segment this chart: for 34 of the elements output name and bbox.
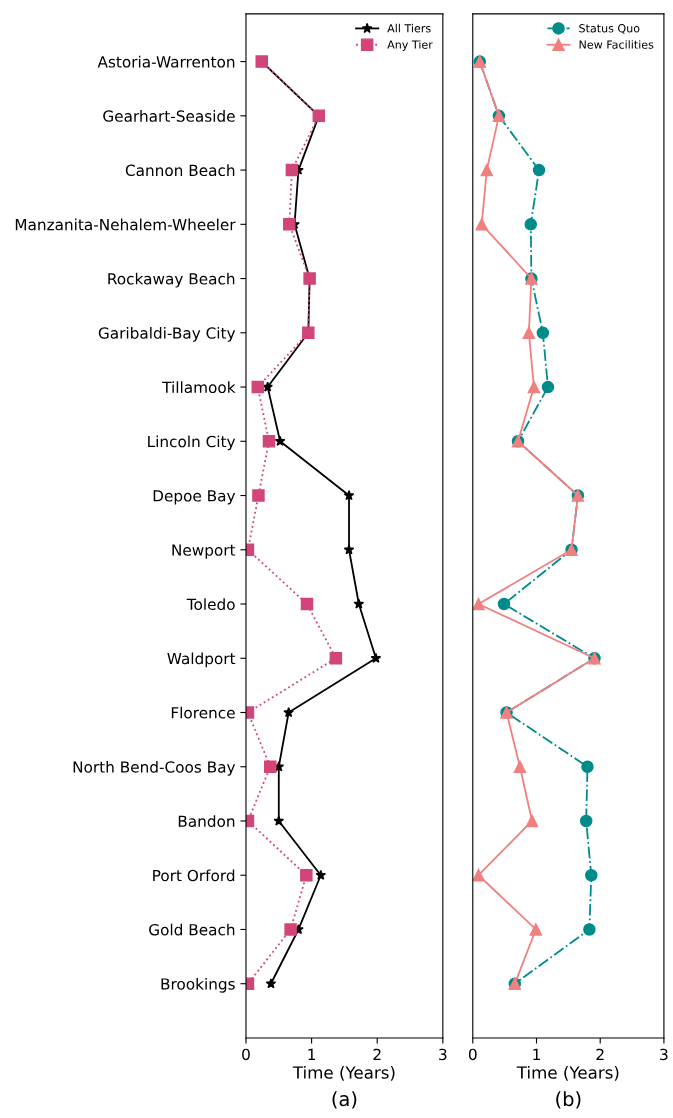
x-tick-label: 0	[242, 1048, 250, 1061]
x-axis-title: Time (Years)	[292, 1065, 395, 1081]
y-tick-label: Waldport	[167, 652, 236, 668]
text: (b)	[556, 1091, 581, 1109]
x-tick-label: 0	[468, 1048, 477, 1061]
y-tick-label: Gold Beach	[149, 923, 235, 936]
y-tick-label: Manzanita-Nehalem-Wheeler	[15, 218, 236, 231]
y-tick-label: Newport	[172, 544, 236, 559]
y-tick-label: Florence	[171, 706, 235, 719]
legend-label: Status Quo	[579, 24, 640, 34]
y-tick-label: Depoe Bay	[153, 490, 236, 505]
y-tick-label: Astoria-Warrenton	[97, 55, 235, 68]
x-tick-label: 3	[660, 1048, 668, 1061]
y-tick-label: Port Orford	[153, 869, 235, 882]
x-tick-label: 3	[439, 1048, 447, 1061]
y-tick-label: Garibaldi-Bay City	[98, 327, 236, 342]
x-axis-title: Time (Years)	[516, 1065, 619, 1081]
y-tick-label: Rockaway Beach	[108, 272, 235, 288]
x-tick-label: 1	[533, 1048, 540, 1060]
y-tick-label: Tillamook	[162, 381, 236, 394]
text: (a)	[332, 1091, 357, 1109]
y-tick-label: Bandon	[178, 815, 235, 828]
y-tick-label: Toledo	[186, 598, 235, 611]
x-tick-label: 1	[308, 1048, 316, 1060]
y-tick-label: North Bend-Coos Bay	[73, 760, 236, 776]
legend-label: Any Tier	[387, 40, 433, 51]
y-tick-label: Lincoln City	[148, 435, 236, 451]
y-tick-label: Gearhart-Seaside	[103, 110, 235, 122]
legend-label: All Tiers	[387, 23, 431, 33]
legend-label: New Facilities	[579, 40, 654, 49]
x-tick-label: 2	[596, 1048, 604, 1060]
y-tick-label: Brookings	[161, 977, 235, 993]
y-tick-label: Cannon Beach	[125, 164, 235, 177]
x-tick-label: 2	[373, 1048, 381, 1060]
